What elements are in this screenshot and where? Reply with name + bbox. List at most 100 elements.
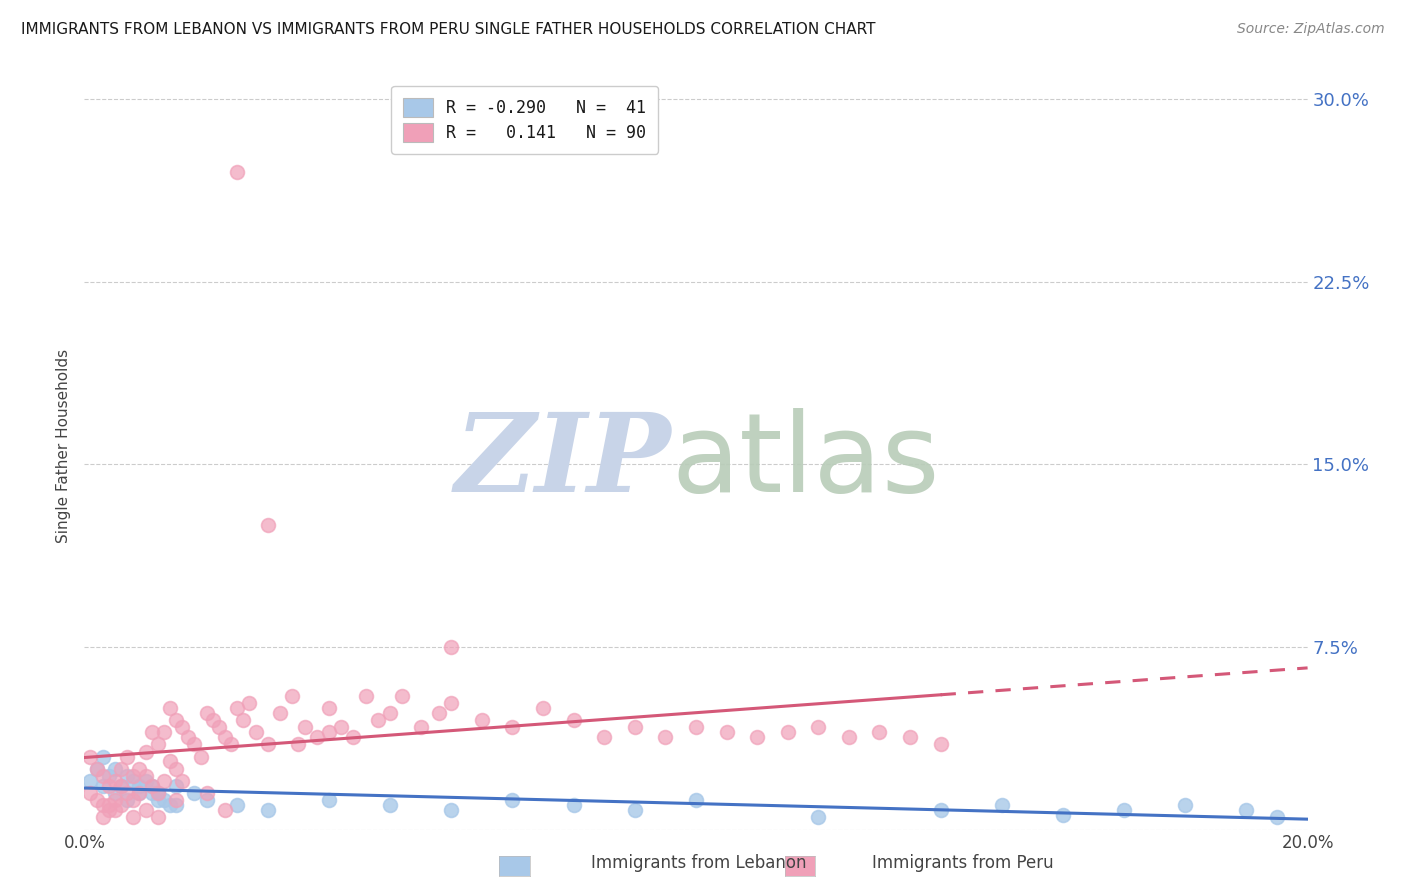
Point xyxy=(257,803,280,817)
Point xyxy=(122,773,145,788)
Point xyxy=(153,725,176,739)
Point xyxy=(104,786,127,800)
Point xyxy=(776,725,799,739)
Point xyxy=(367,713,389,727)
Point xyxy=(91,779,114,793)
Point xyxy=(122,810,145,824)
Point xyxy=(354,689,377,703)
Point xyxy=(177,730,200,744)
Point xyxy=(195,786,218,800)
Text: Source: ZipAtlas.com: Source: ZipAtlas.com xyxy=(1237,22,1385,37)
Point xyxy=(115,769,138,783)
Point xyxy=(330,720,353,734)
Point xyxy=(110,779,132,793)
Point xyxy=(269,706,291,720)
Text: Immigrants from Peru: Immigrants from Peru xyxy=(872,855,1053,872)
Point xyxy=(91,749,114,764)
Point xyxy=(219,737,242,751)
Point xyxy=(128,762,150,776)
Point xyxy=(257,518,280,533)
Point xyxy=(110,798,132,813)
Point xyxy=(1265,810,1288,824)
Point xyxy=(380,706,402,720)
Point xyxy=(318,700,340,714)
Point xyxy=(128,786,150,800)
Point xyxy=(165,798,187,813)
Point xyxy=(471,713,494,727)
Point xyxy=(128,786,150,800)
Point xyxy=(122,793,145,807)
Point xyxy=(716,725,738,739)
Point xyxy=(165,713,187,727)
Point xyxy=(838,730,860,744)
Point xyxy=(342,730,364,744)
Point xyxy=(440,803,463,817)
Point xyxy=(146,786,169,800)
Point xyxy=(1236,803,1258,817)
Point xyxy=(183,786,205,800)
Point xyxy=(238,696,260,710)
Point xyxy=(146,737,169,751)
Point xyxy=(208,720,231,734)
Point xyxy=(440,696,463,710)
Point xyxy=(91,769,114,783)
Point xyxy=(318,725,340,739)
Point xyxy=(440,640,463,654)
Point xyxy=(141,779,163,793)
Point xyxy=(195,706,218,720)
Point xyxy=(153,773,176,788)
Point xyxy=(165,779,187,793)
Point xyxy=(104,803,127,817)
Point xyxy=(294,720,316,734)
Point xyxy=(226,700,249,714)
Point xyxy=(172,773,194,788)
Point xyxy=(391,689,413,703)
Point xyxy=(146,793,169,807)
Point xyxy=(380,798,402,813)
Point xyxy=(135,803,157,817)
Point xyxy=(427,706,450,720)
Point xyxy=(318,793,340,807)
Text: atlas: atlas xyxy=(672,408,941,515)
Point xyxy=(305,730,328,744)
Point xyxy=(91,810,114,824)
Point xyxy=(79,749,101,764)
Point xyxy=(141,786,163,800)
Point xyxy=(79,786,101,800)
Point xyxy=(172,720,194,734)
Point xyxy=(97,769,120,783)
Point xyxy=(531,700,554,714)
Point xyxy=(201,713,224,727)
Point xyxy=(624,803,647,817)
Point xyxy=(115,749,138,764)
Point xyxy=(115,786,138,800)
Point xyxy=(86,793,108,807)
Point xyxy=(685,720,707,734)
Point xyxy=(86,762,108,776)
Point xyxy=(214,803,236,817)
Point xyxy=(929,737,952,751)
Point xyxy=(183,737,205,751)
Point xyxy=(79,773,101,788)
Point xyxy=(135,773,157,788)
Point xyxy=(141,779,163,793)
Point xyxy=(409,720,432,734)
Y-axis label: Single Father Households: Single Father Households xyxy=(56,349,72,543)
Point xyxy=(97,779,120,793)
Point xyxy=(141,725,163,739)
Point xyxy=(104,793,127,807)
Point xyxy=(135,769,157,783)
Point xyxy=(281,689,304,703)
Point xyxy=(165,762,187,776)
Point xyxy=(195,793,218,807)
Point xyxy=(165,793,187,807)
Legend: R = -0.290   N =  41, R =   0.141   N = 90: R = -0.290 N = 41, R = 0.141 N = 90 xyxy=(391,87,658,153)
Point xyxy=(287,737,309,751)
Point xyxy=(257,737,280,751)
Point xyxy=(502,793,524,807)
Point xyxy=(869,725,891,739)
Point xyxy=(1114,803,1136,817)
Point xyxy=(135,745,157,759)
Point xyxy=(929,803,952,817)
Point xyxy=(226,798,249,813)
